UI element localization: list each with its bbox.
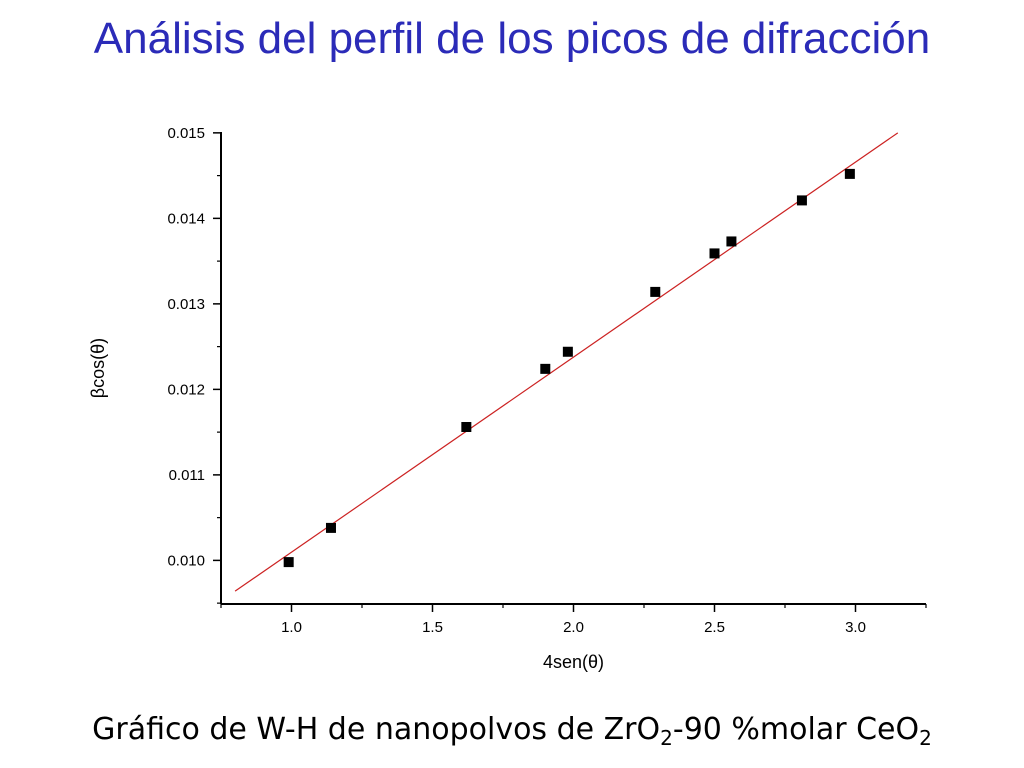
data-point [325, 522, 336, 533]
caption-text-1: Gráfico de W-H de nanopolvos de ZrO [92, 712, 661, 747]
data-point [709, 248, 720, 259]
caption-subscript-2: 2 [919, 726, 932, 750]
data-point [650, 286, 661, 297]
data-point [540, 363, 551, 374]
y-axis-title: βcos(θ) [88, 338, 108, 398]
y-tick-label: 0.013 [167, 296, 205, 313]
y-tick-label: 0.012 [167, 381, 205, 398]
x-tick-label: 1.5 [422, 619, 443, 636]
slide-title: Análisis del perfil de los picos de difr… [93, 14, 931, 63]
data-point [461, 422, 472, 432]
tick-labels: 1.0 1.5 2.0 2.5 3.0 0.010 0.011 0.012 0.013 0.014… [88, 125, 866, 672]
y-tick-label: 0.014 [167, 210, 205, 227]
data-point [562, 346, 573, 357]
caption-text-2: -90 %molar CeO [672, 712, 920, 747]
data-point [283, 557, 294, 568]
wh-scatter-chart: 1.0 1.5 2.0 2.5 3.0 0.010 0.011 0.012 0.013 0.014… [88, 125, 927, 672]
x-tick-label: 2.0 [563, 619, 584, 636]
y-tick-label: 0.011 [169, 467, 205, 484]
data-point [844, 168, 855, 179]
fit-line [234, 132, 899, 592]
data-point [796, 195, 807, 206]
x-axis-title: 4sen(θ) [543, 652, 604, 672]
x-tick-label: 2.5 [704, 619, 725, 636]
x-tick-label: 3.0 [845, 619, 866, 636]
data-point [726, 236, 737, 247]
y-tick-label: 0.010 [167, 552, 205, 569]
x-tick-label: 1.0 [281, 619, 302, 636]
chart-axes [213, 132, 927, 612]
figure-caption: Gráfico de W-H de nanopolvos de ZrO2-90 … [0, 712, 1024, 750]
data-points [283, 168, 855, 568]
fit-line-group [234, 132, 899, 592]
y-tick-label: 0.015 [167, 125, 205, 142]
caption-subscript-1: 2 [660, 726, 673, 750]
